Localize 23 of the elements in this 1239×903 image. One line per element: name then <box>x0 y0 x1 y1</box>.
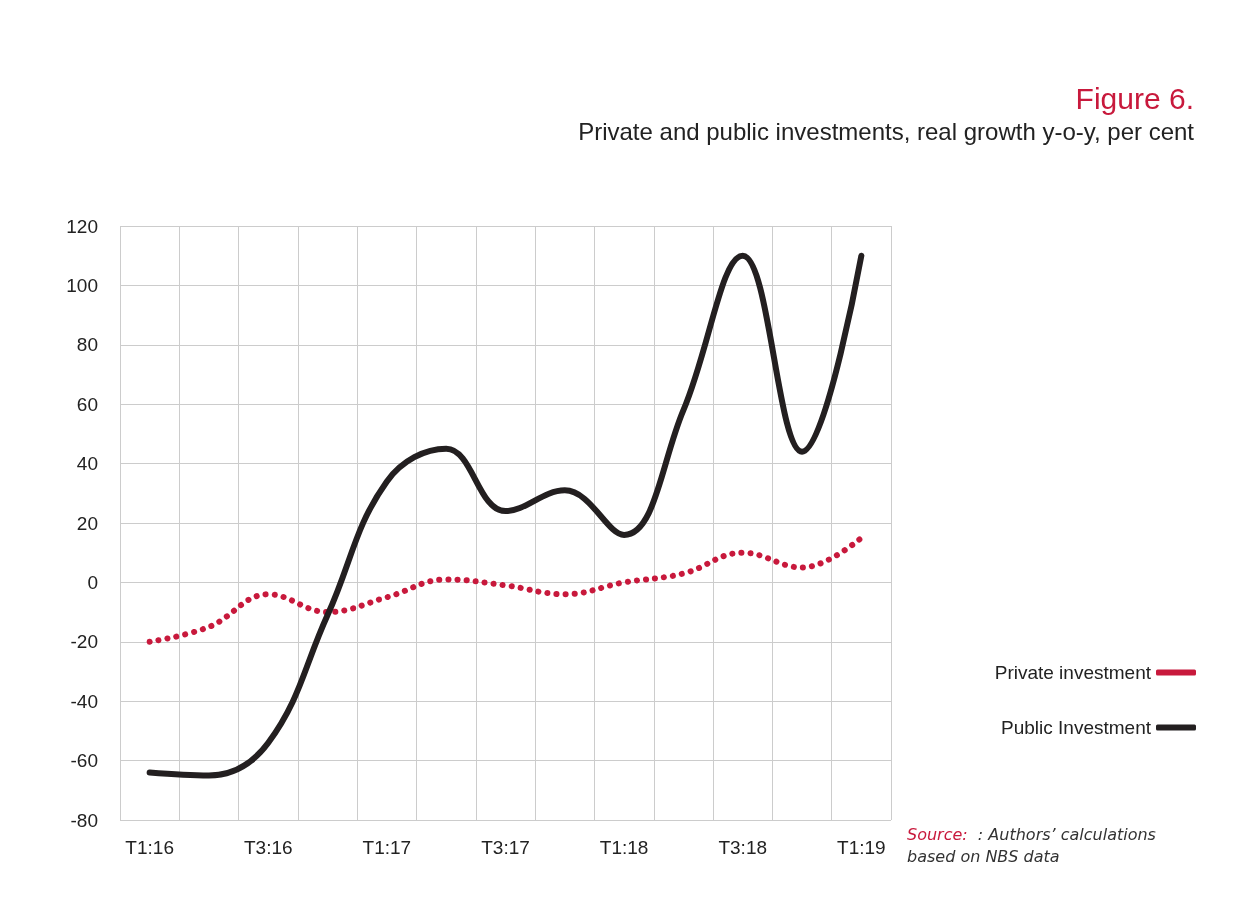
x-tick-label: T1:16 <box>125 837 174 858</box>
y-tick-label: -60 <box>70 750 98 772</box>
y-tick-label: 80 <box>76 334 98 356</box>
legend-label: Private investment <box>994 662 1152 683</box>
x-tick-label: T3:17 <box>481 837 530 858</box>
source-note: Source: : Authors’ calculations based on NBS data <box>907 824 1162 866</box>
x-tick-label: T3:18 <box>718 837 768 858</box>
y-tick-label: -40 <box>70 690 98 712</box>
x-tick-label: T1:17 <box>362 837 412 858</box>
y-tick-label: -80 <box>70 809 98 831</box>
y-tick-label: 20 <box>76 512 98 534</box>
y-tick-label: 0 <box>87 571 98 593</box>
y-tick-label: 40 <box>76 453 98 475</box>
x-tick-label: T3:16 <box>243 837 293 858</box>
y-tick-label: 60 <box>76 393 98 415</box>
legend-label: Public Investment <box>1001 717 1152 738</box>
y-tick-label: 120 <box>66 215 98 237</box>
y-tick-label: 100 <box>66 274 98 296</box>
text: Figure 6. <box>1075 81 1194 115</box>
y-tick-label: -20 <box>70 631 98 653</box>
x-tick-label: T1:18 <box>599 837 649 858</box>
chart-subtitle: Private and public investments, real growth y-o-y, per cent <box>578 117 1195 145</box>
x-tick-label: T1:19 <box>837 837 886 858</box>
